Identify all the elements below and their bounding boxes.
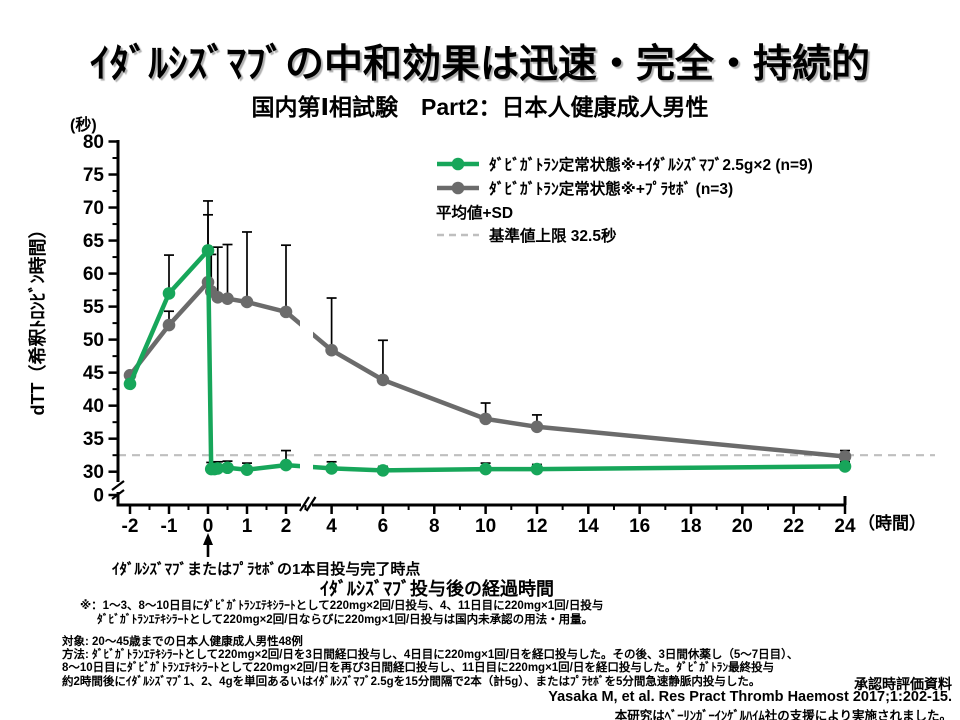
sponsor-support-note: 本研究はﾍﾞｰﾘﾝｶﾞｰｲﾝｹﾞﾙﾊｲﾑ社の支援により実施されました。	[614, 709, 952, 720]
dose-arrow-icon	[203, 533, 213, 557]
data-point	[211, 462, 225, 475]
footnote-line-1: ※：1～3、8～10日目にﾀﾞﾋﾞｶﾞﾄﾗﾝｴﾃｷｼﾗｰﾄとして220mg×2回…	[80, 600, 604, 612]
study-subjects: 対象: 20～45歳までの日本人健康成人男性48例	[62, 636, 303, 648]
y-tick-label-50: 50	[83, 330, 104, 351]
y-tick-label-30: 30	[83, 462, 104, 483]
data-point	[221, 292, 234, 305]
x-tick-label-4: 4	[326, 516, 337, 537]
legend-label-placebo: ﾀﾞﾋﾞｶﾞﾄﾗﾝ定常状態※+ﾌﾟﾗｾﾎﾞ (n=3)	[489, 181, 734, 198]
legend-item-idarucizumab: ﾀﾞﾋﾞｶﾞﾄﾗﾝ定常状態※+ｲﾀﾞﾙｼｽﾞﾏﾌﾞ2.5g×2 (n=9)	[436, 152, 813, 176]
x-tick-label-1: 1	[242, 516, 253, 537]
footnote-line-2: ﾀﾞﾋﾞｶﾞﾄﾗﾝｴﾃｷｼﾗｰﾄとして220mg×2回/日ならびに220mg×1…	[97, 613, 594, 626]
axis-break-gap	[300, 140, 313, 501]
ticks	[108, 140, 847, 514]
data-point	[221, 461, 234, 475]
y-tick-label-75: 75	[83, 165, 105, 186]
data-point	[530, 462, 544, 476]
y-tick-label-80: 80	[83, 132, 104, 153]
legend-item-placebo: ﾀﾞﾋﾞｶﾞﾄﾗﾝ定常状態※+ﾌﾟﾗｾﾎﾞ (n=3)	[436, 176, 813, 200]
data-point	[479, 412, 492, 426]
x-tick-label-16: 16	[629, 516, 650, 537]
x-tick-label-14: 14	[578, 516, 600, 537]
x-tick-label-6: 6	[378, 516, 389, 537]
y-tick-label-35: 35	[83, 429, 105, 450]
data-point	[162, 318, 176, 332]
x-tick-label-12: 12	[526, 516, 547, 537]
x-tick-label-22: 22	[783, 516, 804, 537]
y-axis-unit: (秒)	[70, 117, 97, 134]
data-point	[240, 463, 254, 477]
study-method-1: 方法: ﾀﾞﾋﾞｶﾞﾄﾗﾝｴﾃｷｼﾗｰﾄとして220mg×2回/日を3日間経口投…	[62, 649, 799, 662]
x-tick-label-0: 0	[203, 516, 214, 537]
x-tick-label--1: -1	[161, 516, 178, 537]
y-tick-label-65: 65	[83, 231, 105, 252]
y-axis-title: dTT（希釈ﾄﾛﾝﾋﾞﾝ時間）	[28, 220, 48, 416]
study-description: 対象: 20～45歳までの日本人健康成人男性48例 方法: ﾀﾞﾋﾞｶﾞﾄﾗﾝｴ…	[62, 636, 798, 689]
reference-citation: Yasaka M, et al. Res Pract Thromb Haemos…	[548, 689, 952, 705]
legend-marker-green-line-icon	[437, 157, 479, 171]
data-point	[376, 373, 390, 387]
legend-marker-dashed-line-icon	[437, 233, 479, 237]
series-line	[127, 279, 848, 459]
dose-completion-annotation: ｲﾀﾞﾙｼｽﾞﾏﾌﾞまたはﾌﾟﾗｾﾎﾞの1本目投与完了時点	[112, 561, 421, 578]
series-line	[127, 248, 848, 473]
data-point	[279, 458, 293, 472]
data-point	[201, 244, 215, 257]
approval-material-label: 承認時評価資料	[854, 676, 952, 692]
data-point	[123, 377, 137, 391]
footnote-dagger: ※：1～3、8～10日目にﾀﾞﾋﾞｶﾞﾄﾗﾝｴﾃｷｼﾗｰﾄとして220mg×2回…	[80, 600, 603, 627]
x-tick-label-24: 24	[834, 516, 856, 537]
chart-legend: ﾀﾞﾋﾞｶﾞﾄﾗﾝ定常状態※+ｲﾀﾞﾙｼｽﾞﾏﾌﾞ2.5g×2 (n=9) ﾀﾞ…	[436, 152, 813, 247]
data-point	[838, 450, 852, 463]
x-axis-title: ｲﾀﾞﾙｼｽﾞﾏﾌﾞ投与後の経過時間	[320, 579, 554, 599]
data-point	[479, 462, 492, 476]
x-axis-unit: （時間）	[858, 514, 926, 533]
legend-label-reference: 基準値上限 32.5秒	[489, 228, 617, 245]
data-point	[211, 291, 225, 304]
y-tick-label-45: 45	[83, 363, 105, 384]
x-tick-label--2: -2	[122, 516, 139, 537]
chart-subtitle: 国内第Ⅰ相試験 Part2：日本人健康成人男性	[251, 94, 709, 120]
data-point	[162, 287, 176, 300]
data-point	[530, 420, 544, 434]
data-point	[838, 460, 852, 473]
series-placebo	[123, 213, 852, 463]
y-tick-label-60: 60	[83, 264, 104, 285]
data-point	[240, 295, 254, 309]
x-tick-label-8: 8	[429, 516, 440, 537]
x-tick-label-20: 20	[732, 516, 753, 537]
y-tick-label-55: 55	[83, 297, 105, 318]
series-idarucizumab	[123, 200, 852, 477]
axis-break-marks	[111, 480, 317, 512]
data-point	[325, 343, 338, 357]
data-point	[279, 305, 293, 319]
x-tick-label-2: 2	[281, 516, 292, 537]
study-method-3: 約2時間後にｲﾀﾞﾙｼｽﾞﾏﾌﾞ1、2、4gを単回あるいはｲﾀﾞﾙｼｽﾞﾏﾌﾞ2…	[62, 675, 761, 688]
data-point	[325, 462, 338, 475]
y-tick-label-40: 40	[83, 396, 104, 417]
mean-sd-note: 平均値+SD	[436, 204, 514, 222]
y-tick-label-70: 70	[83, 198, 104, 219]
data-point	[376, 464, 390, 477]
study-method-2: 8～10日目にﾀﾞﾋﾞｶﾞﾄﾗﾝｴﾃｷｼﾗｰﾄとして220mg×2回/日を再び3…	[62, 662, 775, 675]
x-tick-label-10: 10	[475, 516, 496, 537]
legend-label-idarucizumab: ﾀﾞﾋﾞｶﾞﾄﾗﾝ定常状態※+ｲﾀﾞﾙｼｽﾞﾏﾌﾞ2.5g×2 (n=9)	[489, 157, 813, 174]
x-tick-label-18: 18	[680, 516, 701, 537]
page-title: ｲﾀﾞﾙｼｽﾞﾏﾌﾞの中和効果は迅速・完全・持続的	[89, 43, 870, 86]
legend-item-reference-line: 基準値上限 32.5秒	[436, 223, 813, 247]
legend-marker-gray-line-icon	[437, 181, 479, 195]
y-tick-label-0: 0	[93, 486, 104, 507]
